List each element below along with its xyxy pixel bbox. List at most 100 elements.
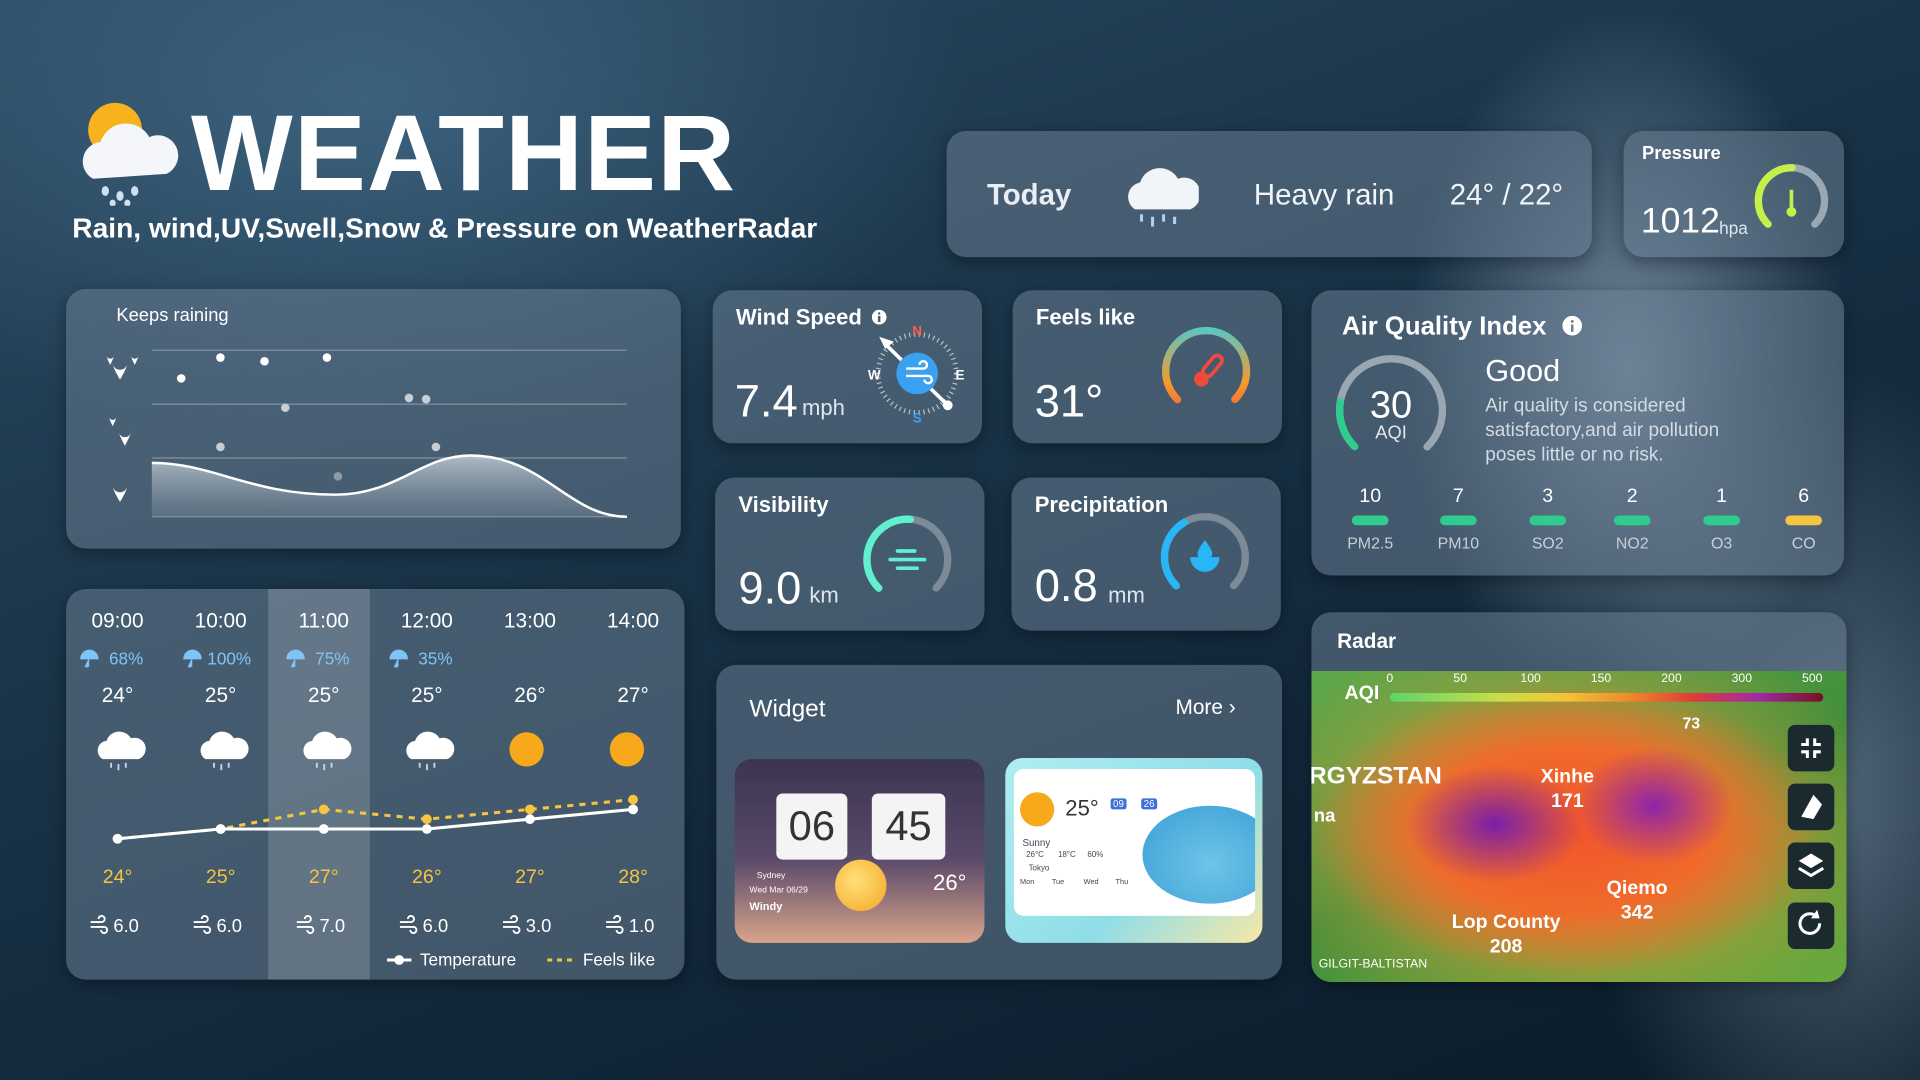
radar-title: Radar (1337, 629, 1397, 653)
widget-condition: Sunny (1022, 837, 1051, 849)
hour-time: 11:00 (299, 610, 350, 633)
wind-icon (399, 915, 418, 934)
legend-dot (394, 955, 405, 965)
pollutant-name: CO (1791, 533, 1816, 553)
compass-south: S (913, 410, 922, 425)
wind-label: Wind Speed (735, 304, 862, 330)
moon-icon (835, 859, 887, 912)
today-temps: 24° / 22° (1449, 178, 1564, 212)
widget-badge: 09 (1110, 798, 1127, 810)
refresh-button[interactable] (1787, 902, 1835, 949)
clock-minute: 45 (871, 793, 946, 860)
hour-temp: 26° (514, 684, 545, 707)
widget-temp: 25° (1065, 795, 1099, 821)
radar-scale-tick: 300 (1731, 672, 1753, 686)
umbrella-icon (80, 649, 99, 668)
umbrella-icon (389, 649, 408, 668)
map-label: GILGIT-BALTISTAN (1318, 957, 1428, 972)
wind-compass: N E S W (868, 323, 965, 425)
layers-button[interactable] (1787, 842, 1835, 889)
info-icon (1562, 315, 1583, 336)
place-name: Lop County (1451, 912, 1561, 934)
pollutant-name: NO2 (1615, 533, 1649, 553)
feels-like-line-point (421, 814, 432, 825)
radar-controls (1787, 724, 1835, 949)
pollutant-bar (1785, 515, 1823, 526)
temperature-line-point (525, 814, 535, 825)
draw-button[interactable] (1787, 783, 1835, 831)
info-icon (871, 309, 887, 325)
aqi-unit: AQI (1375, 422, 1407, 444)
pollutant-value: 10 (1359, 486, 1382, 507)
hour-time: 09:00 (92, 610, 144, 633)
hourly-chart: Temperature Feels like 09:00 68% 24° 24° 6.0… (80, 588, 659, 980)
hour-time: 10:00 (195, 610, 247, 633)
temperature-line-point (421, 824, 432, 834)
widget-day: Tue (1051, 879, 1065, 887)
precipitation-label: Precipitation (1034, 492, 1169, 517)
legend-label: Temperature (420, 950, 516, 970)
today-label: Today (986, 178, 1072, 212)
legend-label: Feels like (583, 950, 655, 970)
rain-chance: 35% (418, 649, 452, 669)
widget-city: Tokyo (1028, 864, 1050, 874)
compass-east: E (956, 367, 965, 382)
weather-widget-inner: 25° 09 26 Sunny 26°C 18°C 60% Tokyo Mon … (1013, 768, 1256, 916)
feels-like-line-point (628, 794, 638, 805)
pollutant-bar (1440, 515, 1477, 526)
wind-value: 7.4 (734, 375, 798, 427)
more-label[interactable]: More (1175, 695, 1223, 719)
fullscreen-button[interactable] (1787, 724, 1835, 772)
radar-scale-tick: 50 (1453, 672, 1468, 686)
precipitation-gauge (1160, 513, 1249, 602)
rain-chance: 68% (109, 649, 143, 669)
pollutant-name: SO2 (1531, 533, 1564, 553)
hour-time: 12:00 (401, 610, 453, 633)
current-hour-highlight (268, 588, 370, 980)
temperature-line-point (112, 833, 123, 844)
aqi-card: Air Quality Index 30 AQI Good Air qualit… (1311, 290, 1845, 576)
precipitation-value: 0.8 (1034, 560, 1098, 612)
visibility-value: 9.0 (738, 563, 802, 614)
place-value: 342 (1620, 902, 1654, 924)
aqi-title: Air Quality Index (1342, 312, 1547, 341)
map-label: na (1313, 805, 1336, 827)
widget-detail: 60% (1087, 851, 1104, 860)
hourly-icons (97, 731, 645, 771)
widget-detail: 18°C (1057, 851, 1076, 860)
wind-icon (193, 915, 212, 934)
pollutant-name: PM2.5 (1347, 533, 1394, 553)
feels-like-line-point (525, 804, 535, 815)
wind-icon (90, 915, 109, 934)
hour-temp: 27° (617, 684, 648, 707)
pollutant-bar (1613, 515, 1651, 526)
hour-feels-like: 28° (618, 866, 648, 888)
clock-temp: 26° (933, 870, 967, 896)
more-link[interactable]: More › (1175, 695, 1236, 719)
rain-cloud-icon (1128, 168, 1199, 227)
radar-scale-tick: 150 (1590, 672, 1612, 686)
pollutant-bar (1529, 515, 1567, 526)
feels-like-label: Feels like (1035, 304, 1136, 330)
map-label: RGYZSTAN (1311, 762, 1442, 790)
feels-like-card: Feels like 31° (1012, 290, 1283, 444)
hourly-card: Temperature Feels like 09:00 68% 24° 24° 6.0… (66, 588, 685, 980)
clock-condition: Windy (749, 900, 783, 913)
temperature-line (117, 807, 634, 841)
clock-widget: 06 45 Sydney Wed Mar 06/29 Windy 26° (734, 759, 985, 943)
hour-wind: 6.0 (216, 915, 242, 936)
pressure-value: 1012 (1640, 202, 1720, 242)
radar-scale-tick: 500 (1802, 672, 1823, 686)
place-value: 208 (1489, 936, 1523, 958)
feels-like-value: 31° (1034, 375, 1104, 427)
rain-chart-title: Keeps raining (116, 304, 229, 326)
widget-detail: 26°C (1026, 851, 1044, 860)
map-label: Lop County 208 (1446, 911, 1566, 960)
clock-hour: 06 (776, 793, 848, 860)
wind-unit: mph (802, 395, 845, 420)
feels-like-gauge (1162, 326, 1251, 416)
pressure-label: Pressure (1642, 143, 1721, 165)
radar-map: AQI 0 50 100 150 200 300 500 RGYZSTAN na Xinhe… (1311, 671, 1847, 983)
sun-icon (1020, 792, 1055, 827)
